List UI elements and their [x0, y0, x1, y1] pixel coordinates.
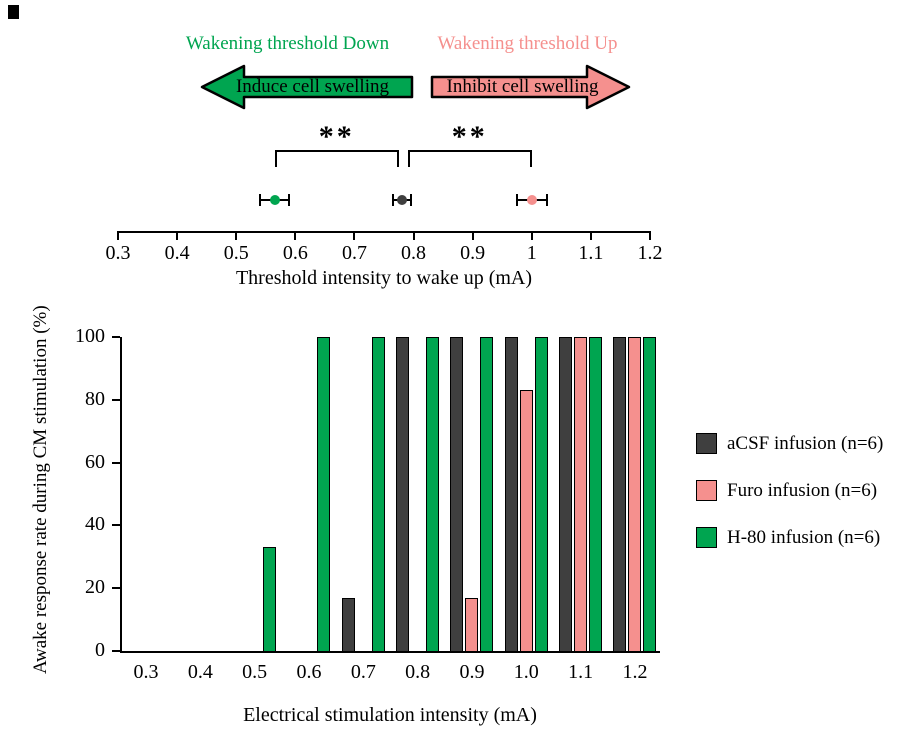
threshold-point-Furo [527, 195, 537, 205]
y-tick [112, 336, 120, 338]
top-tick-label: 0.5 [211, 242, 261, 264]
legend-swatch-H-80 [696, 527, 717, 548]
bar-H-80-0.8 [426, 337, 439, 651]
x-tick-label: 0.9 [447, 661, 497, 683]
top-tick-label: 1 [507, 242, 557, 264]
x-tick-label: 0.3 [121, 661, 171, 683]
top-axis-title: Threshold intensity to wake up (mA) [118, 266, 650, 290]
top-tick-label: 0.3 [93, 242, 143, 264]
top-tick-label: 1.1 [566, 242, 616, 264]
top-tick-label: 0.4 [152, 242, 202, 264]
legend-swatch-Furo [696, 480, 717, 501]
top-tick-label: 0.7 [329, 242, 379, 264]
bar-H-80-1.1 [589, 337, 602, 651]
y-tick-label: 100 [55, 325, 105, 347]
x-tick-label: 0.8 [393, 661, 443, 683]
x-tick-label: 0.6 [284, 661, 334, 683]
error-cap-H-80 [259, 194, 261, 206]
top-axis-tick [235, 231, 237, 240]
bar-Furo-0.9 [465, 598, 478, 651]
bar-Furo-1.2 [628, 337, 641, 651]
top-axis-line [118, 231, 650, 233]
top-tick-label: 0.9 [448, 242, 498, 264]
bar-H-80-1.2 [643, 337, 656, 651]
legend-label-H-80: H-80 infusion (n=6) [727, 526, 880, 549]
y-axis-title: Awake response rate during CM stimulatio… [30, 263, 58, 717]
y-tick [112, 650, 120, 652]
y-tick-label: 20 [55, 576, 105, 598]
threshold-point-aCSF [397, 195, 407, 205]
y-tick-label: 0 [55, 639, 105, 661]
top-axis-tick [649, 231, 651, 240]
x-tick-label: 1.0 [501, 661, 551, 683]
bar-aCSF-1.1 [559, 337, 572, 651]
threshold-up-label: Wakening threshold Up [420, 33, 635, 55]
error-cap-H-80 [288, 194, 290, 206]
y-tick-label: 40 [55, 513, 105, 535]
bar-H-80-0.6 [317, 337, 330, 651]
x-tick-label: 0.5 [230, 661, 280, 683]
bar-Furo-1.1 [574, 337, 587, 651]
top-tick-label: 1.2 [625, 242, 675, 264]
bar-H-80-0.9 [480, 337, 493, 651]
error-cap-aCSF [410, 194, 412, 206]
x-tick-label: 1.1 [556, 661, 606, 683]
right-arrow-text: Inhibit cell swelling [435, 76, 610, 98]
bar-H-80-1.0 [535, 337, 548, 651]
error-cap-Furo [546, 194, 548, 206]
top-axis-tick [590, 231, 592, 240]
top-axis-tick [176, 231, 178, 240]
sig-label-1: ** [275, 120, 399, 154]
bar-H-80-0.5 [263, 547, 276, 651]
top-axis-tick [294, 231, 296, 240]
y-tick-label: 60 [55, 451, 105, 473]
top-tick-label: 0.6 [270, 242, 320, 264]
y-tick-label: 80 [55, 388, 105, 410]
bar-aCSF-0.7 [342, 598, 355, 651]
threshold-point-H-80 [270, 195, 280, 205]
top-axis-tick [117, 231, 119, 240]
error-cap-aCSF [392, 194, 394, 206]
top-axis-tick [472, 231, 474, 240]
figure: Wakening threshold Down Wakening thresho… [0, 0, 922, 743]
bar-H-80-0.7 [372, 337, 385, 651]
x-axis-title: Electrical stimulation intensity (mA) [120, 703, 660, 727]
y-tick [112, 399, 120, 401]
top-axis-tick [531, 231, 533, 240]
top-axis-tick [353, 231, 355, 240]
legend-swatch-aCSF [696, 433, 717, 454]
bar-aCSF-1.2 [613, 337, 626, 651]
legend-label-Furo: Furo infusion (n=6) [727, 479, 877, 502]
top-axis-tick [413, 231, 415, 240]
left-arrow-text: Induce cell swelling [215, 76, 410, 98]
corner-mark [8, 5, 19, 19]
bar-aCSF-1.0 [505, 337, 518, 651]
y-axis-line [120, 337, 122, 653]
sig-label-2: ** [408, 120, 532, 154]
top-tick-label: 0.8 [389, 242, 439, 264]
bar-aCSF-0.8 [396, 337, 409, 651]
x-axis-line [120, 651, 660, 653]
x-tick-label: 0.4 [175, 661, 225, 683]
bar-aCSF-0.9 [450, 337, 463, 651]
x-tick-label: 0.7 [338, 661, 388, 683]
y-tick [112, 587, 120, 589]
y-tick [112, 524, 120, 526]
x-tick-label: 1.2 [610, 661, 660, 683]
legend-label-aCSF: aCSF infusion (n=6) [727, 432, 883, 455]
threshold-down-label: Wakening threshold Down [165, 33, 410, 55]
bar-Furo-1.0 [520, 390, 533, 651]
y-tick [112, 462, 120, 464]
error-cap-Furo [516, 194, 518, 206]
